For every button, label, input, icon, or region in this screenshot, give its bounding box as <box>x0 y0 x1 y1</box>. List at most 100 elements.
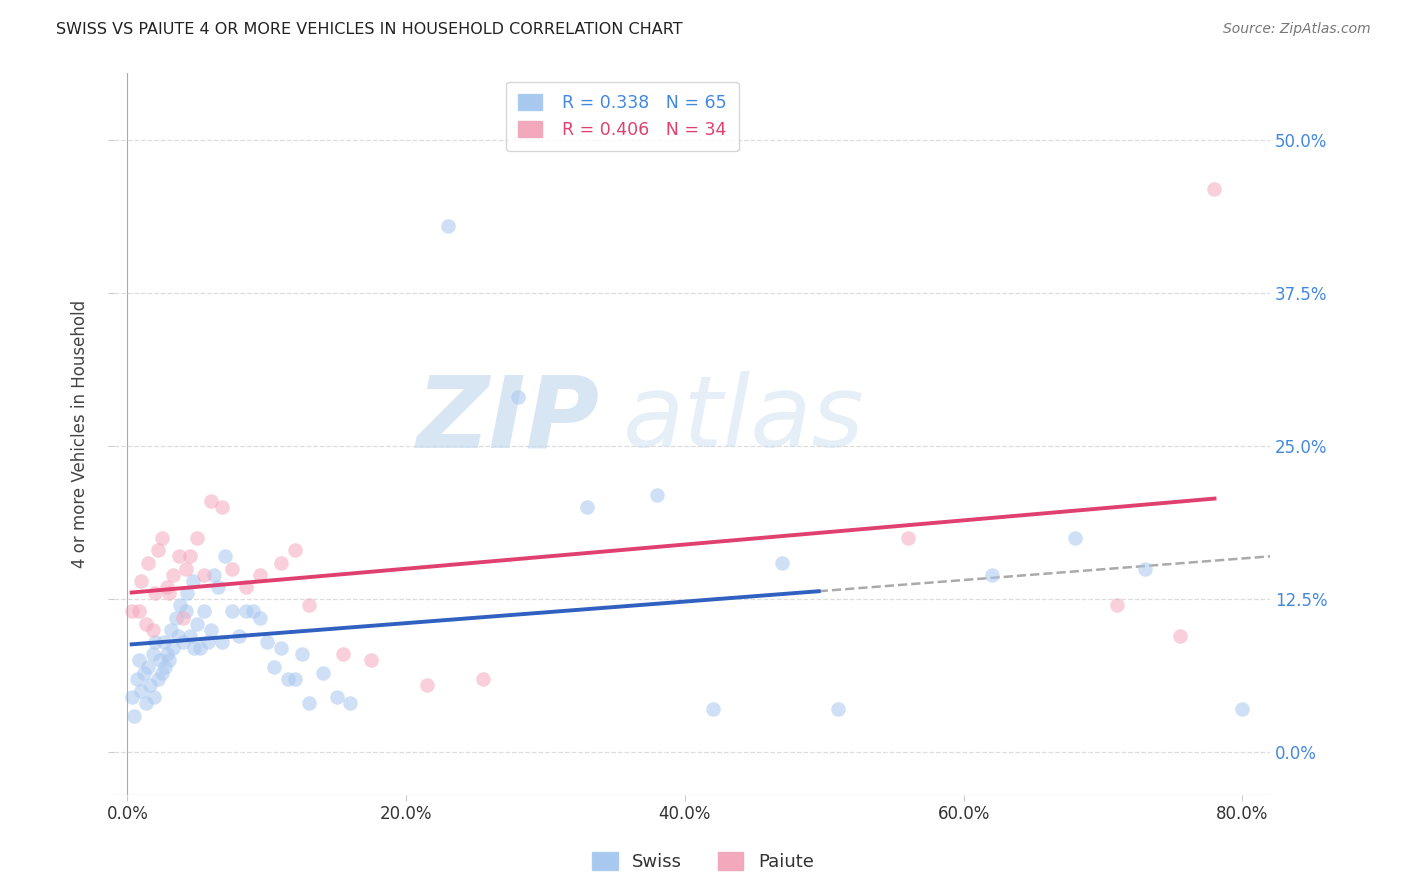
Point <box>200 494 222 508</box>
Y-axis label: 4 or more Vehicles in Household: 4 or more Vehicles in Household <box>72 300 89 568</box>
Point <box>183 641 205 656</box>
Point <box>193 567 215 582</box>
Point <box>207 580 229 594</box>
Point <box>121 605 143 619</box>
Point <box>645 488 668 502</box>
Point <box>186 531 208 545</box>
Point <box>172 610 194 624</box>
Point <box>827 702 849 716</box>
Point <box>437 219 460 233</box>
Text: Source: ZipAtlas.com: Source: ZipAtlas.com <box>1223 22 1371 37</box>
Point <box>256 635 278 649</box>
Point <box>284 672 307 686</box>
Point <box>124 708 146 723</box>
Point <box>298 599 321 613</box>
Point <box>153 659 176 673</box>
Point <box>772 556 794 570</box>
Point <box>181 574 204 588</box>
Point <box>576 500 599 515</box>
Point <box>162 567 184 582</box>
Point <box>221 605 243 619</box>
Point <box>249 567 271 582</box>
Point <box>200 623 222 637</box>
Point <box>179 549 201 564</box>
Point <box>143 635 166 649</box>
Point <box>228 629 250 643</box>
Point <box>169 599 191 613</box>
Text: atlas: atlas <box>623 371 865 468</box>
Point <box>155 648 177 662</box>
Point <box>131 574 153 588</box>
Point <box>121 690 143 705</box>
Point <box>702 702 724 716</box>
Point <box>146 672 169 686</box>
Point <box>211 500 233 515</box>
Point <box>284 543 307 558</box>
Point <box>1133 561 1156 575</box>
Point <box>471 672 494 686</box>
Point <box>270 556 292 570</box>
Point <box>176 586 198 600</box>
Legend: Swiss, Paiute: Swiss, Paiute <box>585 846 821 879</box>
Point <box>249 610 271 624</box>
Point <box>506 390 529 404</box>
Point <box>172 635 194 649</box>
Point <box>143 586 166 600</box>
Point <box>135 696 157 710</box>
Point <box>214 549 236 564</box>
Point <box>135 616 157 631</box>
Point <box>138 556 160 570</box>
Point <box>242 605 264 619</box>
Point <box>143 690 166 705</box>
Point <box>291 648 314 662</box>
Point <box>277 672 299 686</box>
Point <box>1064 531 1087 545</box>
Point <box>360 653 382 667</box>
Point <box>142 648 165 662</box>
Point <box>186 616 208 631</box>
Point <box>179 629 201 643</box>
Point <box>1204 182 1226 196</box>
Point <box>311 665 333 680</box>
Point <box>146 543 169 558</box>
Point <box>221 561 243 575</box>
Point <box>127 672 149 686</box>
Point <box>235 605 257 619</box>
Point <box>139 678 162 692</box>
Point <box>157 586 180 600</box>
Point <box>235 580 257 594</box>
Point <box>142 623 165 637</box>
Point <box>128 605 150 619</box>
Point <box>150 665 173 680</box>
Point <box>980 567 1002 582</box>
Point <box>416 678 439 692</box>
Point <box>193 605 215 619</box>
Point <box>339 696 361 710</box>
Text: ZIP: ZIP <box>416 371 599 468</box>
Point <box>131 684 153 698</box>
Point <box>202 567 225 582</box>
Point <box>298 696 321 710</box>
Point <box>1168 629 1191 643</box>
Point <box>152 635 174 649</box>
Point <box>174 605 197 619</box>
Point <box>211 635 233 649</box>
Point <box>270 641 292 656</box>
Point <box>128 653 150 667</box>
Point <box>134 665 156 680</box>
Point <box>188 641 211 656</box>
Point <box>159 623 181 637</box>
Text: SWISS VS PAIUTE 4 OR MORE VEHICLES IN HOUSEHOLD CORRELATION CHART: SWISS VS PAIUTE 4 OR MORE VEHICLES IN HO… <box>56 22 683 37</box>
Point <box>167 549 190 564</box>
Point <box>897 531 920 545</box>
Point <box>332 648 354 662</box>
Point <box>197 635 219 649</box>
Point <box>148 653 170 667</box>
Point <box>150 531 173 545</box>
Legend:   R = 0.338   N = 65,   R = 0.406   N = 34: R = 0.338 N = 65, R = 0.406 N = 34 <box>506 82 740 151</box>
Point <box>162 641 184 656</box>
Point <box>325 690 347 705</box>
Point <box>157 653 180 667</box>
Point <box>166 629 188 643</box>
Point <box>174 561 197 575</box>
